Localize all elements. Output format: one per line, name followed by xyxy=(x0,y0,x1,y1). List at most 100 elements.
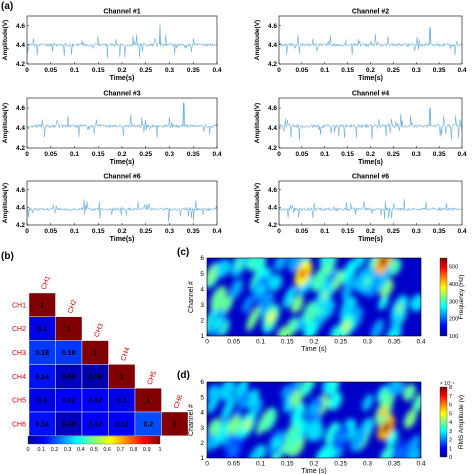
x-tick-label: 0.2 xyxy=(117,67,126,74)
heat-blob xyxy=(314,445,332,458)
hotspot xyxy=(382,422,390,434)
heat-blob xyxy=(220,396,236,422)
heat-blob xyxy=(306,420,321,441)
y-tick-label: 4.4 xyxy=(268,42,277,49)
channel-plot-6: Channel #6 0 0.05 0.1 0.15 0.2 0.25 0.3 0.35 0.4 4… xyxy=(254,174,467,244)
heat-blob xyxy=(405,434,421,458)
x-tick-label: 0.3 xyxy=(412,228,421,235)
colorbar-tick-label: 0.2 xyxy=(51,447,59,453)
x-tick-label: 0 xyxy=(277,67,281,74)
heat-blob xyxy=(248,447,263,458)
plot-title: Channel #4 xyxy=(352,91,389,98)
heat-blob xyxy=(242,296,254,313)
y-tick-label: 4.4 xyxy=(268,125,277,132)
x-tick-label: 0.3 xyxy=(165,228,174,235)
cell-value: 0.14 xyxy=(35,374,49,381)
x-tick-label: 0.4 xyxy=(212,228,221,235)
hotspot xyxy=(342,321,350,333)
x-axis-label: Time(s) xyxy=(110,236,135,243)
x-tick-label: 0.1 xyxy=(70,228,79,235)
cell-value: 1 xyxy=(93,350,97,357)
heat-blob xyxy=(377,265,392,291)
heat-blob xyxy=(412,393,421,413)
x-tick-label: 0.3 xyxy=(412,67,421,74)
panel-label-c: (c) xyxy=(177,247,189,258)
cell-value: 0.2 xyxy=(143,421,153,428)
x-tick-label: 0 xyxy=(205,461,209,468)
channel-plot-2: Channel #2 0 0.05 0.1 0.15 0.2 0.25 0.3 0.35 0.4 4… xyxy=(254,9,467,83)
hotspot xyxy=(363,275,372,287)
x-tick-label: 0.05 xyxy=(44,228,57,235)
x-tick-label: 0.35 xyxy=(433,228,446,235)
heat-blob xyxy=(302,300,319,324)
x-tick-label: 0.15 xyxy=(92,151,105,158)
x-tick-label: 0.05 xyxy=(44,151,57,158)
heat-blob xyxy=(387,382,402,396)
colorbar-tick-label: 0.9 xyxy=(143,447,151,453)
signal-trace xyxy=(26,102,218,139)
x-tick-label: 0.4 xyxy=(416,339,425,346)
heat-blob xyxy=(235,382,249,400)
x-tick-label: 0.4 xyxy=(457,67,466,74)
x-tick-label: 0.35 xyxy=(433,151,446,158)
x-tick-label: 0.3 xyxy=(165,67,174,74)
x-tick-label: 0.05 xyxy=(296,67,309,74)
x-tick-label: 0.35 xyxy=(187,151,200,158)
heat-blob xyxy=(410,294,421,312)
hotspot xyxy=(379,406,388,418)
colorbar-tick-label: 1 xyxy=(449,446,452,452)
heat-blob xyxy=(226,415,242,437)
heat-blob xyxy=(285,423,301,445)
colorbar-label: RMS Amplitude (v) xyxy=(458,395,465,449)
plot-frame xyxy=(26,97,218,149)
y-tick-label: 1 xyxy=(200,455,204,462)
colorbar-tick-label: 0 xyxy=(449,455,452,461)
y-tick-label: 6 xyxy=(200,255,204,262)
panel-d-rms-map: 0 0.05 0.1 0.15 0.2 0.25 0.3 0.35 0.4 1 2 3 4 5 6 Time … xyxy=(188,379,465,474)
y-tick-label: 6 xyxy=(200,379,204,386)
x-tick-label: 0.15 xyxy=(281,461,294,468)
plot-title: Channel #2 xyxy=(352,9,389,16)
x-tick-label: 0.15 xyxy=(341,228,354,235)
x-tick-label: 0.1 xyxy=(320,67,329,74)
heat-blob xyxy=(218,319,230,336)
y-axis-label: Amplitude(V) xyxy=(2,183,9,223)
x-tick-label: 0.3 xyxy=(165,151,174,158)
y-tick-label: 4.4 xyxy=(16,125,25,132)
x-axis-label: Time(s) xyxy=(110,159,135,166)
hotspot xyxy=(299,268,308,280)
heat-blob xyxy=(207,384,221,401)
signal-trace xyxy=(278,199,462,220)
y-tick-label: 4.4 xyxy=(16,205,25,212)
x-tick-label: 0.25 xyxy=(334,461,347,468)
cell-value: 0.06 xyxy=(62,421,76,428)
heat-blob xyxy=(385,324,402,336)
column-label: CH5 xyxy=(147,370,158,386)
cell-value: 0.1 xyxy=(37,326,47,333)
heat-blob xyxy=(246,306,261,332)
plot-frame xyxy=(26,180,218,226)
rms-map-field xyxy=(207,382,421,458)
y-tick-label: 4.6 xyxy=(268,105,277,112)
y-tick-label: 3 xyxy=(200,425,204,432)
colorbar-tick-label: 400 xyxy=(449,282,458,288)
x-tick-label: 0.4 xyxy=(212,151,221,158)
x-tick-label: 0.1 xyxy=(70,67,79,74)
y-axis-label: Channel # xyxy=(188,404,195,436)
panel-label-d: (d) xyxy=(177,370,190,381)
y-tick-label: 4.2 xyxy=(268,145,277,152)
heat-blob xyxy=(219,382,236,401)
colorbar-tick-label: 0.5 xyxy=(90,447,98,453)
heat-blob xyxy=(408,448,420,458)
y-tick-label: 4.2 xyxy=(268,61,277,68)
cell-value: 1 xyxy=(146,398,150,405)
x-tick-label: 0.05 xyxy=(44,67,57,74)
channel-plot-3: Channel #3 0 0.05 0.1 0.15 0.2 0.25 0.3 0.35 0.4 4… xyxy=(2,91,222,167)
cell-value: 1 xyxy=(120,374,124,381)
signal-trace xyxy=(26,199,218,223)
heat-blob xyxy=(276,325,292,336)
cell-value: 0.14 xyxy=(35,421,49,428)
colorbar-tick-label: 0.3 xyxy=(64,447,72,453)
x-tick-label: 0.35 xyxy=(388,461,401,468)
y-tick-label: 4.6 xyxy=(16,105,25,112)
